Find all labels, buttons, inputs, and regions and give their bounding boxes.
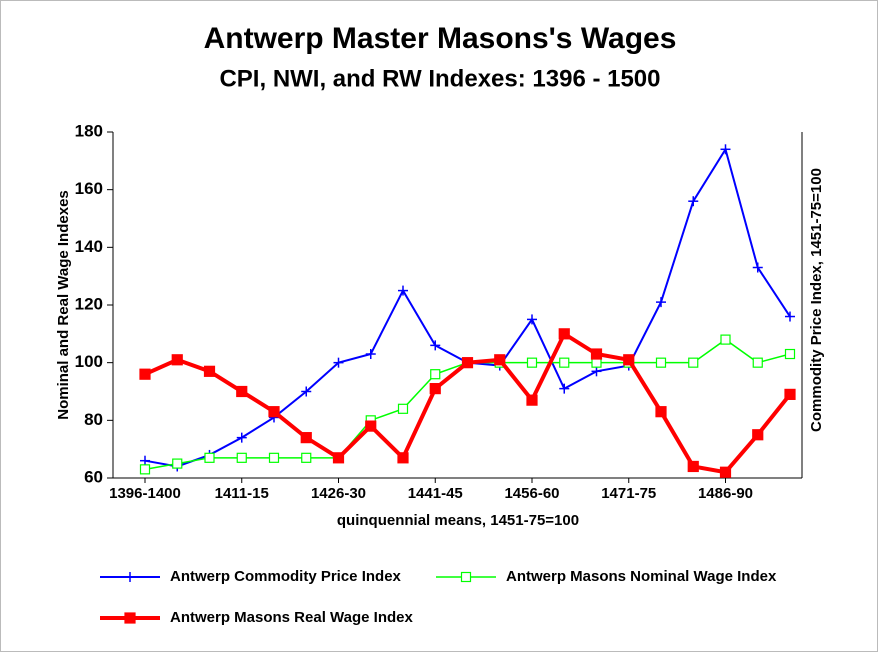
marker [655, 357, 667, 368]
marker [268, 452, 280, 463]
marker [268, 406, 280, 418]
y-tick-label: 140 [75, 237, 103, 256]
marker [333, 357, 344, 368]
marker [365, 349, 376, 360]
marker [140, 455, 150, 466]
marker [236, 385, 248, 398]
marker [527, 314, 537, 325]
marker [172, 458, 183, 469]
y-tick-label: 160 [75, 179, 103, 198]
marker [429, 383, 441, 395]
x-tick-label: 1441-45 [408, 485, 463, 502]
marker [124, 612, 136, 624]
marker [687, 460, 699, 473]
chart-title: Antwerp Master Masons's Wages [204, 22, 677, 55]
marker [785, 311, 795, 322]
marker [720, 334, 731, 345]
marker [720, 144, 731, 155]
y-tick-label: 60 [84, 467, 103, 486]
marker [139, 368, 151, 380]
x-tick-label: 1396-1400 [109, 485, 181, 502]
legend-label: Antwerp Masons Nominal Wage Index [506, 568, 777, 585]
marker [204, 452, 215, 463]
marker [752, 429, 764, 441]
x-tick-label: 1471-75 [601, 485, 656, 502]
marker [300, 432, 312, 444]
marker [171, 354, 183, 366]
marker [203, 365, 216, 377]
marker [430, 369, 441, 380]
legend-label: Antwerp Masons Real Wage Index [170, 609, 413, 626]
marker [236, 432, 247, 443]
marker [139, 464, 151, 475]
marker [719, 466, 732, 478]
x-tick-label: 1426-30 [311, 485, 366, 502]
y-tick-label: 120 [75, 294, 103, 313]
marker [365, 420, 377, 432]
marker [688, 357, 699, 368]
marker [526, 357, 538, 368]
marker [590, 348, 603, 360]
marker [656, 297, 666, 308]
marker [752, 262, 763, 273]
marker [461, 357, 474, 369]
marker [752, 357, 763, 368]
marker [236, 452, 247, 463]
marker [398, 285, 408, 296]
marker [559, 383, 570, 394]
marker [784, 348, 796, 360]
marker [430, 340, 441, 351]
y-axis-label: Nominal and Real Wage Indexes [55, 190, 72, 420]
x-tick-label: 1486-90 [698, 485, 753, 502]
x-tick-label: 1411-15 [215, 485, 269, 502]
y-tick-label: 100 [75, 352, 103, 371]
marker [623, 354, 635, 366]
marker [526, 394, 538, 406]
y-tick-label: 180 [75, 121, 103, 140]
marker [301, 386, 312, 397]
marker [332, 452, 345, 464]
marker [655, 406, 667, 418]
marker [301, 452, 312, 463]
marker [125, 572, 135, 582]
marker [784, 388, 796, 400]
x-axis-label: quinquennial means, 1451-75=100 [337, 512, 579, 529]
marker [591, 366, 602, 377]
marker [494, 354, 506, 366]
marker [688, 196, 699, 207]
marker [558, 328, 570, 340]
y2-axis-label: Commodity Price Index, 1451-75=100 [808, 168, 825, 432]
marker [559, 357, 570, 368]
y-tick-label: 80 [84, 410, 103, 429]
marker [397, 452, 409, 464]
legend-label: Antwerp Commodity Price Index [170, 568, 402, 585]
chart-subtitle: CPI, NWI, and RW Indexes: 1396 - 1500 [219, 65, 660, 92]
marker [460, 571, 472, 583]
x-tick-label: 1456-60 [504, 485, 559, 502]
marker [397, 403, 409, 414]
